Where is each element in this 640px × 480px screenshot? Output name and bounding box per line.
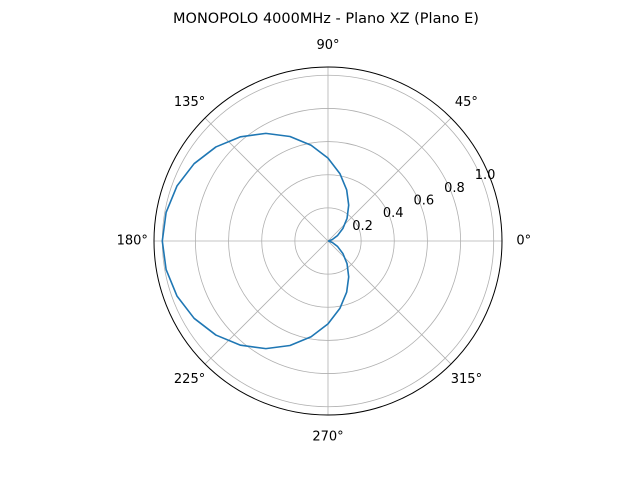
angle-tick-label: 315° <box>451 372 482 387</box>
angular-gridline <box>204 117 329 242</box>
tick-labels: 0° 45° 90° 135° 180° 225° 270° 315° 0.2 0.4 0.6 0.8… <box>117 38 532 445</box>
series-layer <box>161 132 350 350</box>
radial-tick-label: 0.4 <box>383 206 404 221</box>
radial-tick-label: 1.0 <box>475 168 496 183</box>
angle-tick-label: 180° <box>117 234 148 249</box>
angle-tick-label: 45° <box>455 95 478 110</box>
angular-gridline <box>327 117 452 242</box>
angle-tick-label: 90° <box>316 38 339 53</box>
angular-gridline <box>204 240 329 365</box>
angular-gridline <box>327 240 452 365</box>
radial-tick-label: 0.2 <box>352 219 373 234</box>
angle-tick-label: 270° <box>312 429 343 444</box>
radial-tick-label: 0.8 <box>444 181 465 196</box>
chart-title: MONOPOLO 4000MHz - Plano XZ (Plano E) <box>173 11 479 27</box>
angle-tick-label: 0° <box>516 234 531 249</box>
polar-frame <box>153 66 503 416</box>
radial-tick-label: 0.6 <box>414 193 435 208</box>
angle-tick-label: 135° <box>174 95 205 110</box>
angle-tick-label: 225° <box>174 372 205 387</box>
